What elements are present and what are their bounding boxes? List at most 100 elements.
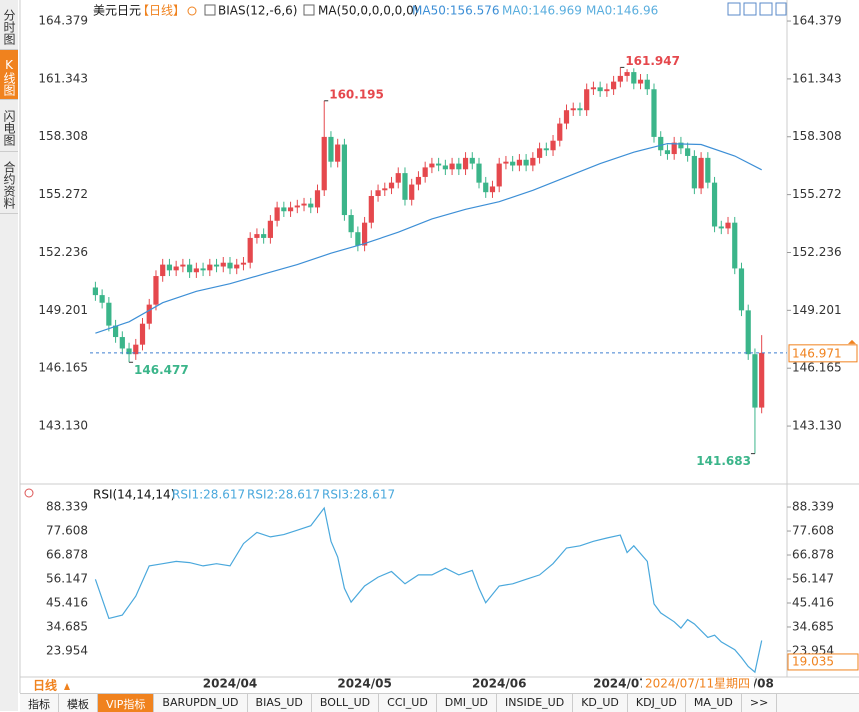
legend-entry: MA(50,0,0,0,0,0) <box>318 4 418 18</box>
indicator-tab[interactable]: MA_UD <box>686 694 742 712</box>
last-price-box <box>788 344 858 363</box>
candle-body <box>382 188 388 191</box>
x-tick-label: 2024/06 <box>472 677 526 691</box>
high-annotation: 160.195 <box>329 87 384 101</box>
x-tick-label: 2024/07 <box>593 677 647 691</box>
legend-entry: MA0:146.96 <box>586 4 658 18</box>
icon[interactable] <box>303 4 315 16</box>
candle-body <box>106 302 112 326</box>
x-tick-label: 2024/05 <box>337 677 391 691</box>
candle-body <box>139 323 146 345</box>
icon[interactable] <box>204 4 216 16</box>
y-tick-label: 66.878 <box>792 548 834 562</box>
icon[interactable] <box>187 6 197 16</box>
candle-body <box>530 157 536 166</box>
candle-body <box>287 207 294 212</box>
candle-body <box>711 182 718 227</box>
tool-button[interactable] <box>759 2 773 16</box>
indicator-tab[interactable]: KDJ_UD <box>628 694 686 712</box>
candle-body <box>590 87 597 90</box>
y-tick-label: 56.147 <box>792 572 834 586</box>
crosshair-value-box <box>787 653 859 671</box>
candle-body <box>536 148 543 158</box>
candle-body <box>308 203 314 208</box>
candle-body <box>732 222 738 269</box>
candle-body <box>543 148 549 151</box>
candle-body <box>516 159 522 166</box>
tool-button[interactable] <box>775 2 787 16</box>
x-tick-label: 2024/04 <box>203 677 257 691</box>
period-button[interactable]: 日线 <box>33 678 57 693</box>
sidebar-tab[interactable]: 闪电图 <box>0 100 18 152</box>
sidebar-tab[interactable]: 合约资料 <box>0 152 18 214</box>
candle-body <box>99 295 105 303</box>
candle-body <box>449 163 455 170</box>
indicator-title: RSI(14,14,14) <box>93 488 175 502</box>
indicator-tab[interactable]: INSIDE_UD <box>497 694 574 712</box>
indicator-tab[interactable]: >> <box>742 694 778 712</box>
indicator-tab[interactable]: CCI_UD <box>379 694 437 712</box>
candle-body <box>166 264 173 271</box>
indicator-tab[interactable]: BARUPDN_UD <box>154 694 248 712</box>
y-tick-label: 158.308 <box>792 129 842 143</box>
candle-body <box>664 150 671 155</box>
candle-body <box>314 190 321 208</box>
candle-body <box>510 161 516 166</box>
toolbar <box>727 2 787 16</box>
candle-body <box>415 176 422 185</box>
line <box>94 506 763 674</box>
legend-entry: RSI1:28.617 <box>172 488 245 502</box>
candle-body <box>348 215 354 233</box>
candle-body <box>469 157 475 164</box>
candle-body <box>274 207 280 221</box>
candle-body <box>153 276 159 305</box>
indicator-tab[interactable]: BOLL_UD <box>312 694 380 712</box>
candle-body <box>220 262 226 267</box>
indicator-tab[interactable]: VIP指标 <box>98 694 155 712</box>
candle-body <box>759 352 765 408</box>
icon[interactable] <box>24 488 34 498</box>
high-annotation: 161.947 <box>625 54 680 68</box>
candle-body <box>328 136 334 162</box>
y-tick-label: 146.165 <box>38 361 88 375</box>
indicator-tab[interactable]: 指标 <box>20 694 59 712</box>
candle-body <box>234 264 240 269</box>
candle-body <box>436 163 442 166</box>
dropdown-arrow[interactable] <box>64 683 70 690</box>
candle-body <box>112 325 119 338</box>
low-annotation: 146.477 <box>134 363 189 377</box>
candle-body <box>207 264 213 271</box>
candle-body <box>422 167 428 177</box>
candle-body <box>624 72 630 76</box>
candle-body <box>409 184 415 200</box>
candle-body <box>368 195 374 223</box>
y-tick-label: 23.954 <box>46 643 88 657</box>
y-tick-label: 45.416 <box>792 595 834 609</box>
candle-body <box>617 75 623 82</box>
candle-body <box>321 136 327 191</box>
indicator-tab[interactable]: BIAS_UD <box>248 694 312 712</box>
y-tick-label: 34.685 <box>792 619 834 633</box>
y-tick-label: 152.236 <box>38 245 88 259</box>
sidebar-tab[interactable]: K线图 <box>0 50 18 100</box>
indicator-tab[interactable]: DMI_UD <box>437 694 498 712</box>
tool-button[interactable] <box>743 2 757 16</box>
y-tick-label: 155.272 <box>38 187 88 201</box>
candle-body <box>483 182 489 193</box>
indicator-tab[interactable]: KD_UD <box>573 694 628 712</box>
indicator-tab[interactable]: 模板 <box>59 694 98 712</box>
candle-body <box>375 190 381 196</box>
legend-entry: RSI2:28.617 <box>247 488 320 502</box>
candle-body <box>611 81 617 90</box>
instrument-title: 美元日元 <box>93 4 141 18</box>
candle-body <box>604 89 610 92</box>
candle-body <box>240 262 247 265</box>
sidebar-tab[interactable]: 分时图 <box>0 0 18 50</box>
candle-body <box>294 205 300 208</box>
y-tick-label: 66.878 <box>46 548 88 562</box>
candle-body <box>671 142 677 155</box>
y-tick-label: 77.608 <box>46 524 88 538</box>
period-label: 【日线】 <box>137 4 185 18</box>
candle-body <box>200 268 206 271</box>
tool-button[interactable] <box>727 2 741 16</box>
